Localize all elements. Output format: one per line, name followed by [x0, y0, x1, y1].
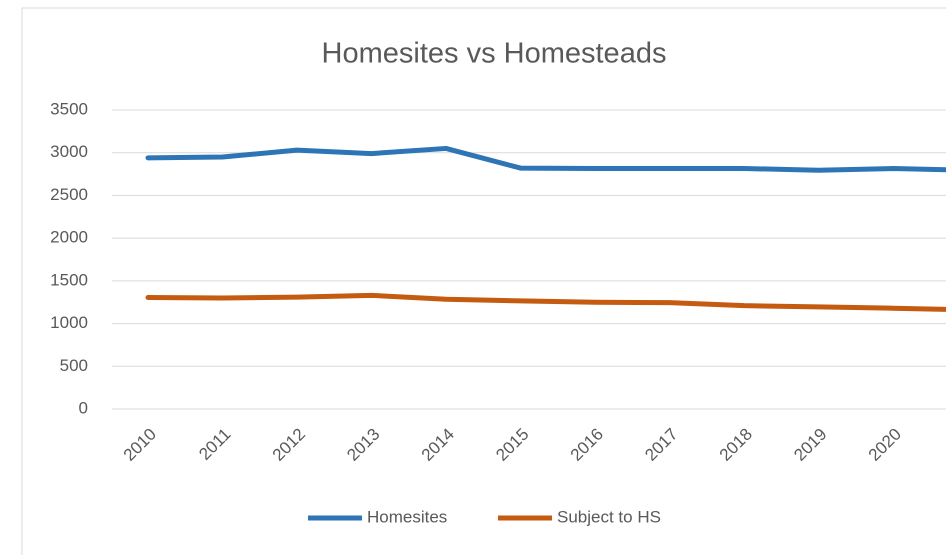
- y-tick-label: 500: [60, 356, 88, 375]
- y-tick-label: 2500: [50, 185, 88, 204]
- legend-label: Homesites: [367, 507, 447, 526]
- data-line: [145, 145, 946, 173]
- y-tick-label: 3000: [50, 142, 88, 161]
- y-tick-label: 2000: [50, 228, 88, 247]
- y-tick-label: 0: [79, 398, 88, 417]
- y-tick-label: 1500: [50, 270, 88, 289]
- y-tick-label: 1000: [50, 313, 88, 332]
- legend-label: Subject to HS: [557, 507, 661, 526]
- data-line: [145, 292, 946, 312]
- y-tick-label: 3500: [50, 99, 88, 118]
- chart-title: Homesites vs Homesteads: [322, 38, 667, 70]
- chart-frame: [21, 7, 946, 555]
